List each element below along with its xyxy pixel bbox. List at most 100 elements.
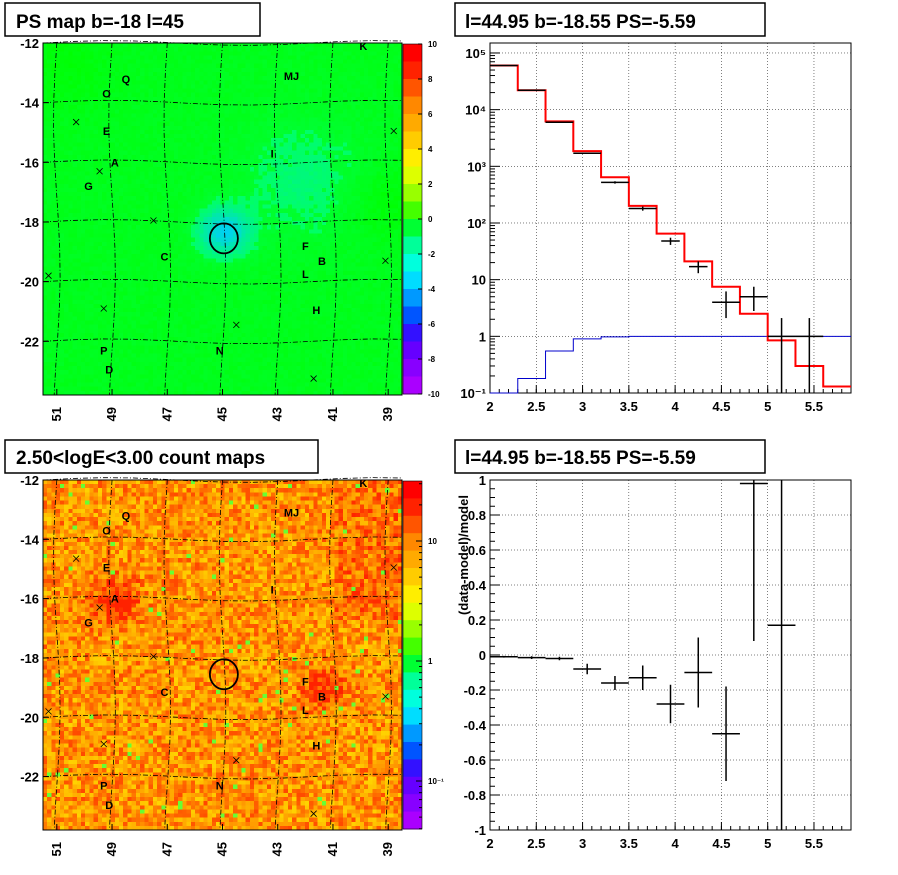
colorbar-label: -2: [428, 250, 436, 259]
cross-marker: [233, 757, 240, 764]
source-label: F: [302, 241, 309, 253]
source-label: F: [302, 677, 309, 689]
colorbar-swatch: [403, 585, 422, 604]
source-label: P: [100, 781, 107, 793]
colorbar-label: 0: [428, 215, 433, 224]
source-label: C: [161, 251, 169, 263]
colorbar-swatch: [403, 689, 422, 708]
meridian-line: [218, 42, 227, 396]
colorbar-swatch: [403, 602, 422, 621]
meridian-line: [163, 479, 171, 831]
y-tick-label: -16: [20, 155, 39, 170]
source-label: A: [111, 594, 119, 606]
colorbar-swatch: [403, 498, 422, 517]
x-tick-label: 47: [159, 407, 174, 421]
x-tick-label: 2: [486, 399, 493, 414]
source-label: MJ: [284, 71, 299, 83]
y-tick-label: -22: [20, 770, 39, 785]
x-tick-label: 2: [486, 836, 493, 851]
plot-frame: [489, 42, 852, 394]
cross-marker: [382, 257, 389, 265]
colorbar-swatch: [403, 201, 422, 220]
ps-map-panel: PS map b=-18 l=45 51 49 47 45 43 41 39 -12 -14 -1…: [4, 2, 440, 421]
colorbar-swatch: [403, 568, 422, 586]
y-tick-label: 0: [479, 648, 486, 663]
colorbar-label: 10⁻¹: [428, 777, 444, 786]
x-tick-label: 49: [104, 842, 119, 856]
x-tick-label: 4: [672, 399, 680, 414]
y-tick-label: 10⁻¹: [460, 386, 486, 401]
colorbar-swatch: [403, 184, 422, 202]
x-tick-label: 3: [579, 399, 586, 414]
cross-marker: [96, 604, 103, 611]
cross-marker: [96, 167, 103, 175]
colorbar-swatch: [403, 515, 422, 534]
colorbar-label: 10: [428, 537, 437, 546]
colorbar-label: 6: [428, 110, 433, 119]
x-tick-label: 2.5: [527, 399, 545, 414]
x-tick-label: 49: [104, 407, 119, 421]
x-tick-label: 3: [579, 836, 586, 851]
y-tick-label: -12: [20, 36, 39, 51]
cross-marker: [390, 127, 397, 135]
source-label: B: [318, 256, 326, 268]
colorbar-label: 1: [428, 657, 433, 666]
y-tick-label: -0.8: [464, 788, 486, 803]
colorbar-label: -6: [428, 320, 436, 329]
source-label: D: [105, 365, 113, 377]
cross-marker: [233, 321, 240, 329]
colorbar-swatch: [403, 61, 422, 80]
count-map-title: 2.50<logE<3.00 count maps: [16, 448, 265, 469]
y-tick-label: -0.4: [464, 718, 487, 733]
cross-marker: [150, 653, 157, 660]
ps-map-title-box: [4, 2, 261, 37]
x-tick-label: 47: [159, 842, 174, 856]
ps-map-title: PS map b=-18 l=45: [16, 12, 184, 33]
colorbar-swatch: [403, 794, 422, 813]
colorbar-swatch: [403, 341, 422, 360]
meridian-line: [274, 42, 282, 396]
x-tick-label: 43: [270, 842, 285, 856]
source-label: K: [359, 41, 367, 53]
colorbar-swatch: [403, 236, 422, 255]
meridian-line: [53, 42, 61, 396]
y-tick-label: -18: [20, 215, 39, 230]
source-label: E: [103, 126, 110, 138]
meridian-line: [108, 479, 116, 831]
source-label: H: [312, 305, 320, 317]
meridian-line: [329, 42, 337, 396]
x-tick-label: 51: [49, 407, 64, 421]
colorbar-label: -10: [428, 390, 440, 399]
source-label: K: [359, 478, 367, 490]
y-tick-label: -0.2: [464, 683, 486, 698]
spectrum-panel: l=44.95 b=-18.55 PS=-5.59 2 2.5 3 3.5 4 4.5 5 5…: [454, 2, 852, 414]
colorbar-swatch: [403, 376, 422, 395]
colorbar-swatch: [403, 166, 422, 185]
colorbar-swatch: [403, 359, 422, 377]
meridian-line: [108, 42, 116, 396]
source-label: MJ: [284, 508, 299, 520]
count-map-plot: 51 49 47 45 43 41 39 -12 -14 -16 -18 -20 -22 K Q MJ O E I A…: [20, 473, 403, 856]
y-tick-label: 0.2: [468, 613, 486, 628]
y-tick-label: 10⁴: [465, 103, 486, 118]
y-tick-label: 1: [479, 329, 486, 344]
colorbar-swatch: [403, 550, 422, 569]
colorbar-swatch: [403, 759, 422, 778]
y-tick-label: 10⁵: [465, 46, 486, 61]
model-total-line: [490, 64, 851, 388]
colorbar-label: 2: [428, 180, 433, 189]
x-tick-label: 4.5: [712, 836, 730, 851]
residual-plot: 2 2.5 3 3.5 4 4.5 5 5.5 1 0.8 0.6 0.4 0.2 0 -0.2 -0.4 -0…: [456, 473, 852, 851]
source-label: Q: [122, 74, 131, 86]
y-tick-label: -16: [20, 592, 39, 607]
y-tick-label: -14: [20, 96, 40, 111]
colorbar-swatch: [403, 637, 422, 656]
x-tick-label: 45: [215, 842, 230, 856]
x-tick-label: 43: [270, 407, 285, 421]
y-tick-label: 0.4: [468, 578, 487, 593]
colorbar-swatch: [403, 254, 422, 272]
x-tick-label: 3.5: [620, 836, 638, 851]
source-label: L: [302, 705, 309, 717]
colorbar-label: 10: [428, 40, 437, 49]
